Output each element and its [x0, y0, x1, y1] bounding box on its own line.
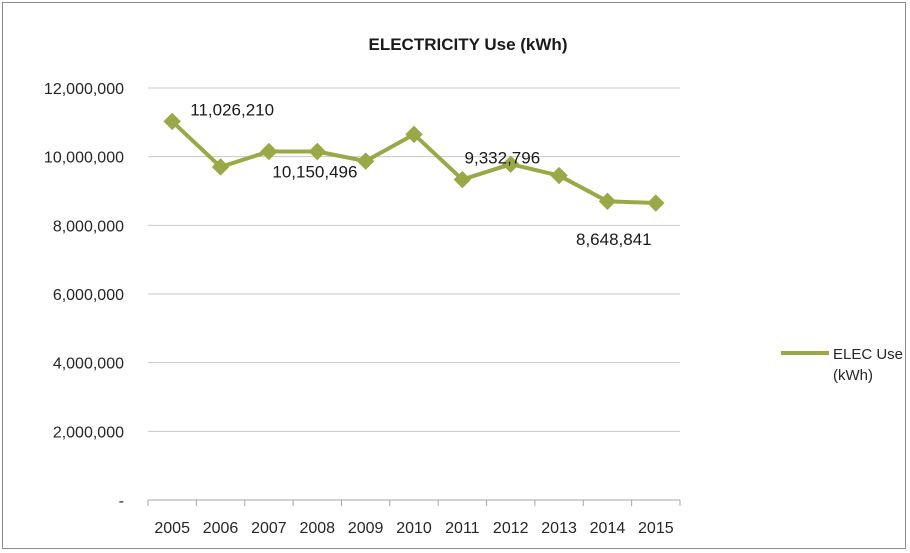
y-tick-label: 4,000,000	[53, 356, 124, 373]
data-point-marker	[356, 152, 375, 170]
x-tick-label: 2012	[493, 520, 529, 537]
data-point-marker	[405, 125, 423, 144]
line-chart: ELECTRICITY Use (kWh) - 2,000,000 4,000,00…	[44, 35, 903, 537]
x-tick-label: 2011	[445, 520, 480, 537]
axes: - 2,000,000 4,000,000 6,000,000 8,000,000 10,…	[44, 81, 681, 537]
data-point-marker	[260, 142, 278, 161]
data-label: 9,332,796	[465, 149, 541, 168]
data-point-marker	[163, 112, 181, 131]
x-tick-label: 2005	[154, 520, 190, 537]
x-tick-label: 2006	[203, 520, 239, 537]
y-tick-label: 6,000,000	[53, 287, 124, 304]
series-layer	[163, 112, 665, 212]
data-point-marker	[550, 166, 568, 185]
data-point-marker	[647, 194, 665, 212]
x-tick-label: 2007	[251, 520, 287, 537]
x-tick-label: 2015	[638, 520, 674, 537]
y-tick-label: -	[119, 493, 124, 510]
data-point-marker	[453, 170, 472, 189]
legend-label: (kWh)	[833, 367, 873, 384]
data-labels: 11,026,210 10,150,496 9,332,796 8,648,841	[190, 100, 651, 249]
y-tick-label: 10,000,000	[44, 150, 124, 167]
data-label: 11,026,210	[190, 100, 274, 119]
x-tick-label: 2008	[299, 520, 335, 537]
x-tick-label: 2010	[396, 520, 432, 537]
data-point-marker	[211, 158, 230, 176]
data-point-marker	[598, 192, 617, 211]
data-point-marker	[502, 155, 520, 173]
gridlines	[148, 87, 680, 432]
chart-title: ELECTRICITY Use (kWh)	[369, 35, 568, 54]
legend: ELEC Use (kWh)	[781, 346, 903, 384]
y-tick-label: 12,000,000	[44, 81, 124, 98]
data-label: 8,648,841	[576, 230, 652, 249]
x-tick-label: 2013	[541, 520, 577, 537]
x-tick-label: 2014	[590, 520, 626, 537]
x-tick-label: 2009	[348, 520, 384, 537]
data-point-marker	[308, 142, 326, 161]
data-label: 10,150,496	[272, 162, 357, 181]
y-tick-label: 8,000,000	[53, 218, 124, 235]
y-tick-label: 2,000,000	[53, 424, 124, 441]
legend-label: ELEC Use	[833, 346, 903, 363]
